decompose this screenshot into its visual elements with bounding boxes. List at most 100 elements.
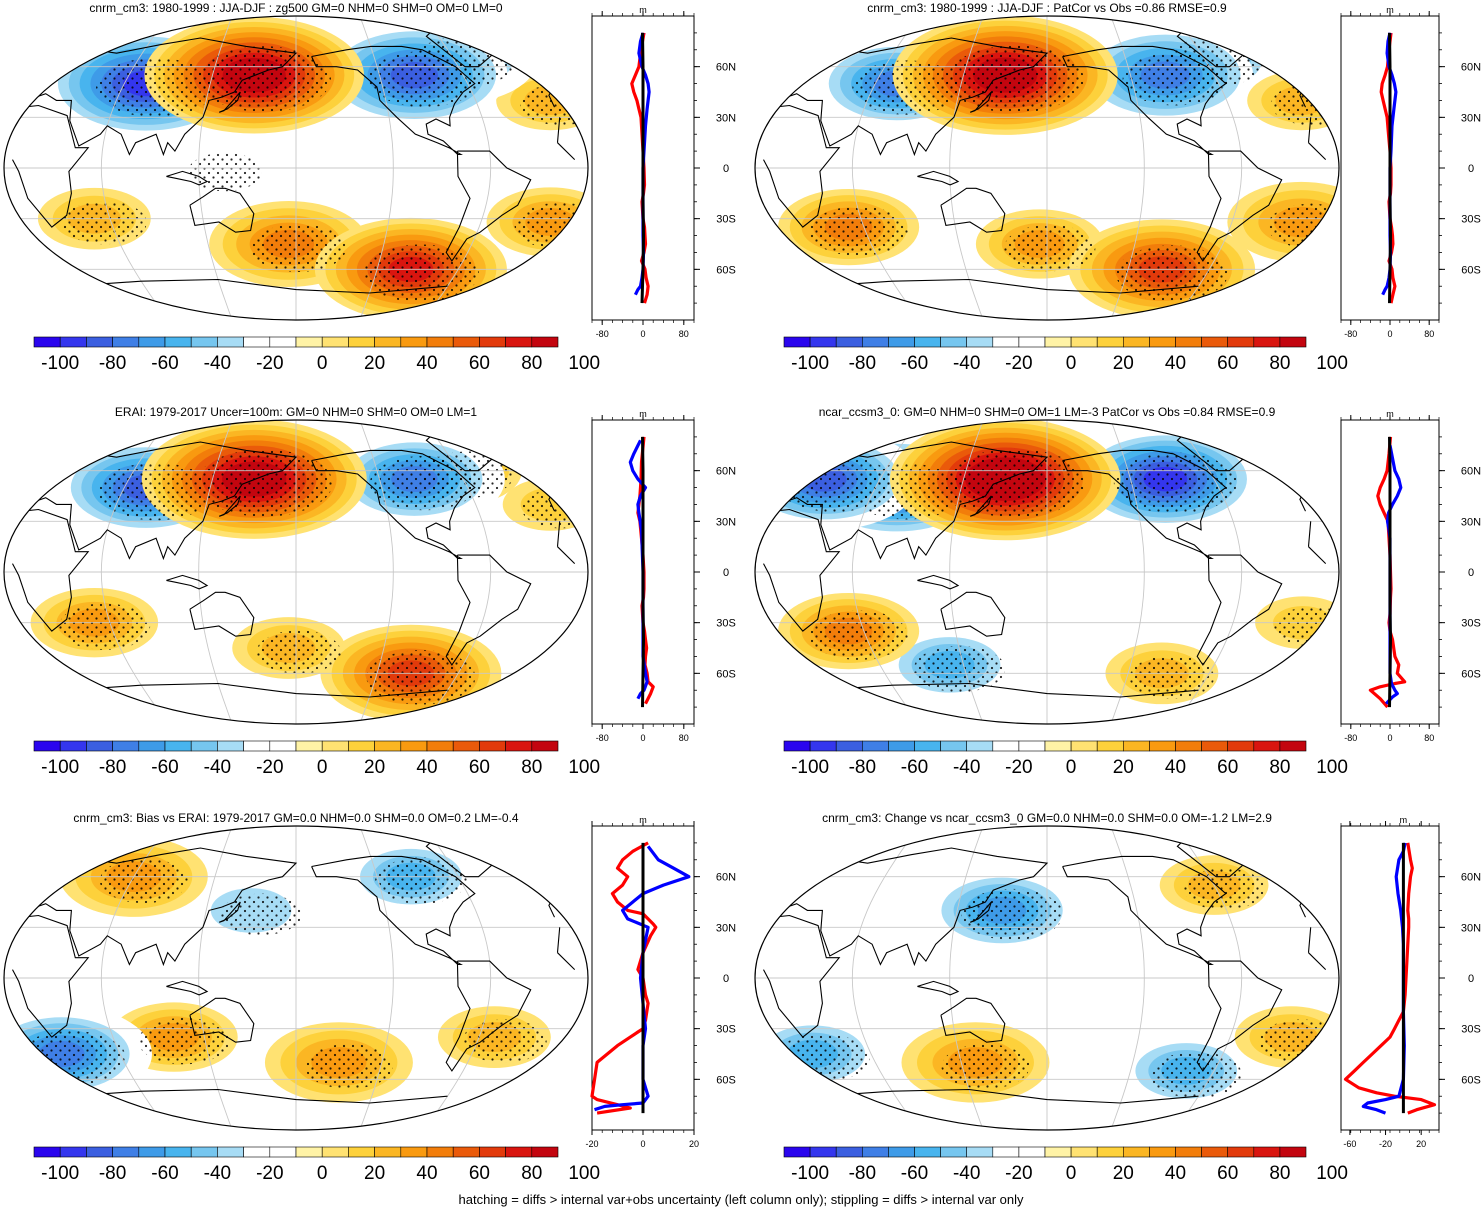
profile-line-land bbox=[590, 841, 658, 1115]
colorbar-label: 60 bbox=[469, 353, 490, 374]
colorbar-swatch bbox=[452, 336, 480, 348]
profile-xtick-label: 0 bbox=[1387, 733, 1392, 743]
colorbar-swatch bbox=[33, 1146, 61, 1158]
colorbar-swatch bbox=[1149, 336, 1176, 348]
colorbar-swatch bbox=[1123, 740, 1150, 752]
lat-label: 30S bbox=[1461, 1024, 1481, 1036]
colorbar-swatch bbox=[966, 336, 994, 348]
colorbar-label: -80 bbox=[849, 757, 876, 778]
lat-label: 60S bbox=[716, 264, 736, 276]
lat-label: 30S bbox=[716, 618, 736, 630]
colorbar-label: -80 bbox=[99, 353, 126, 374]
colorbar-swatch bbox=[112, 336, 140, 348]
map-field bbox=[755, 826, 1339, 1130]
profile-line-zonal-mean bbox=[1388, 32, 1392, 304]
panel-title: ERAI: 1979-2017 Uncer=100m: GM=0 NHM=0 S… bbox=[115, 405, 477, 419]
colorbar-swatch bbox=[86, 1146, 113, 1158]
colorbar-swatch bbox=[400, 336, 428, 348]
profile-unit: m bbox=[1400, 815, 1408, 825]
colorbar-label: -20 bbox=[256, 353, 283, 374]
colorbar-swatch bbox=[217, 336, 244, 348]
colorbar-swatch bbox=[426, 740, 454, 752]
colorbar-swatch bbox=[59, 740, 87, 752]
map-field bbox=[4, 16, 588, 320]
colorbar-label: -20 bbox=[1005, 757, 1032, 778]
colorbar-swatch bbox=[992, 740, 1020, 752]
colorbar-swatch bbox=[861, 336, 889, 348]
lat-label: 30S bbox=[716, 1024, 736, 1036]
colorbar-swatch bbox=[1044, 1146, 1072, 1158]
panel-3: ERAI: 1979-2017 Uncer=100m: GM=0 NHM=0 S… bbox=[3, 405, 736, 778]
colorbar-swatch bbox=[348, 1146, 375, 1158]
lat-label: 30N bbox=[1461, 516, 1481, 528]
colorbar-label: 0 bbox=[1066, 353, 1077, 374]
colorbar-swatch bbox=[164, 1146, 192, 1158]
colorbar-label: 20 bbox=[1113, 757, 1134, 778]
colorbar-swatch bbox=[531, 740, 559, 752]
profile-xtick-label: 0 bbox=[640, 329, 645, 339]
lat-label: 0 bbox=[723, 973, 729, 985]
lat-label: 30N bbox=[716, 516, 736, 528]
lat-label: 30S bbox=[1461, 214, 1481, 226]
colorbar-swatch bbox=[59, 1146, 87, 1158]
colorbar-label: 60 bbox=[1217, 757, 1238, 778]
colorbar-swatch bbox=[452, 740, 480, 752]
map-border bbox=[3, 825, 589, 1131]
panel-4: ncar_ccsm3_0: GM=0 NHM=0 SHM=0 OM=1 LM=-… bbox=[754, 405, 1481, 778]
colorbar-swatch bbox=[164, 740, 192, 752]
colorbar-swatch bbox=[914, 1146, 941, 1158]
colorbar-swatch bbox=[861, 1146, 889, 1158]
colorbar-label: -40 bbox=[953, 1163, 980, 1184]
profile-xtick-label: 0 bbox=[1387, 329, 1392, 339]
colorbar-swatch bbox=[1279, 1146, 1307, 1158]
colorbar-swatch bbox=[400, 1146, 428, 1158]
colorbar-swatch bbox=[86, 740, 113, 752]
lat-label: 60N bbox=[716, 872, 736, 884]
lat-label: 0 bbox=[1468, 973, 1474, 985]
colorbar-label: -100 bbox=[41, 1163, 79, 1184]
profile-xtick-label: -80 bbox=[596, 733, 609, 743]
colorbar-swatch bbox=[914, 336, 941, 348]
colorbar-swatch bbox=[243, 336, 271, 348]
colorbar-label: 20 bbox=[1113, 353, 1134, 374]
colorbar-label: 20 bbox=[364, 353, 385, 374]
footer-note: hatching = diffs > internal var+obs unce… bbox=[459, 1192, 1024, 1207]
panel-title: ncar_ccsm3_0: GM=0 NHM=0 SHM=0 OM=1 LM=-… bbox=[819, 405, 1276, 419]
colorbar-swatch bbox=[835, 1146, 863, 1158]
graticule bbox=[755, 420, 1339, 724]
panel-title: cnrm_cm3: Change vs ncar_ccsm3_0 GM=0.0 … bbox=[822, 811, 1272, 825]
colorbar-label: 80 bbox=[521, 1163, 542, 1184]
colorbar-swatch bbox=[138, 336, 166, 348]
colorbar-label: 20 bbox=[364, 757, 385, 778]
colorbar-label: 0 bbox=[317, 1163, 328, 1184]
colorbar-label: 60 bbox=[1217, 1163, 1238, 1184]
colorbar-swatch bbox=[426, 1146, 454, 1158]
colorbar-label: 40 bbox=[416, 353, 437, 374]
colorbar-swatch bbox=[112, 740, 140, 752]
colorbar-label: 100 bbox=[568, 353, 600, 374]
colorbar-swatch bbox=[888, 1146, 915, 1158]
map-border bbox=[754, 15, 1340, 321]
colorbar-swatch bbox=[966, 1146, 994, 1158]
colorbar-label: -100 bbox=[791, 1163, 829, 1184]
colorbar-swatch bbox=[1096, 1146, 1124, 1158]
colorbar-swatch bbox=[33, 336, 61, 348]
lat-label: 60S bbox=[716, 1074, 736, 1086]
colorbar-swatch bbox=[348, 740, 375, 752]
profile-xtick-label: 0 bbox=[640, 733, 645, 743]
colorbar-swatch bbox=[479, 1146, 506, 1158]
colorbar-label: 100 bbox=[568, 1163, 600, 1184]
colorbar-swatch bbox=[783, 740, 811, 752]
lat-label: 30S bbox=[716, 214, 736, 226]
profile-line-zonal-mean bbox=[640, 32, 645, 304]
colorbar-swatch bbox=[321, 1146, 349, 1158]
lat-label: 60S bbox=[1461, 668, 1481, 680]
colorbar-label: 100 bbox=[1316, 353, 1348, 374]
colorbar-label: 80 bbox=[1269, 757, 1290, 778]
colorbar-swatch bbox=[1070, 336, 1098, 348]
colorbar-label: 80 bbox=[1269, 1163, 1290, 1184]
panel-1: cnrm_cm3: 1980-1999 : JJA-DJF : zg500 GM… bbox=[3, 1, 736, 374]
panel-title: cnrm_cm3: 1980-1999 : JJA-DJF : zg500 GM… bbox=[89, 1, 502, 15]
colorbar-swatch bbox=[835, 336, 863, 348]
colorbar-swatch bbox=[243, 1146, 271, 1158]
